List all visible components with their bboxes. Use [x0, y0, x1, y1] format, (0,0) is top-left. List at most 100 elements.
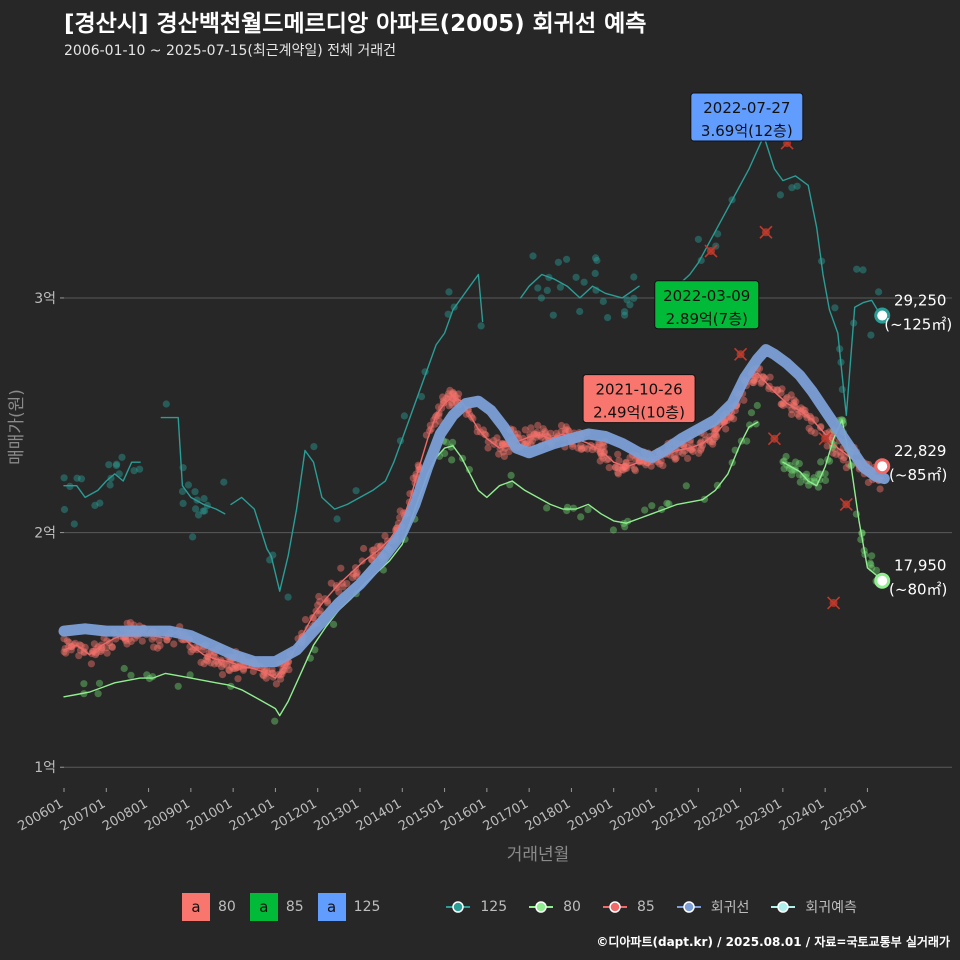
scatter-point: [780, 465, 788, 473]
scatter-point: [541, 430, 549, 438]
scatter-point: [122, 637, 130, 645]
legend-line-icon: [771, 901, 796, 913]
scatter-point: [750, 379, 758, 387]
scatter-point: [730, 415, 738, 423]
scatter-point: [315, 592, 323, 601]
scatter-point: [561, 426, 569, 434]
scatter-point: [787, 391, 795, 399]
scatter-point: [838, 385, 846, 393]
scatter-point: [604, 314, 612, 322]
scatter-point: [455, 390, 463, 398]
legend-line-icon: [446, 901, 471, 913]
scatter-point: [760, 373, 768, 381]
scatter-point: [184, 481, 192, 489]
scatter-point: [817, 423, 825, 431]
scatter-point: [514, 430, 522, 438]
scatter-point: [807, 417, 816, 425]
scatter-point: [712, 431, 720, 439]
scatter-point: [837, 452, 845, 460]
scatter-point: [598, 452, 606, 460]
series-line-125: [63, 461, 141, 499]
scatter-point: [126, 619, 135, 627]
scatter-point: [231, 664, 239, 673]
scatter-point: [174, 682, 182, 690]
scatter-point: [199, 507, 207, 515]
scatter-point: [505, 448, 513, 456]
scatter-point: [588, 446, 597, 454]
scatter-point: [446, 386, 454, 394]
scatter-point: [444, 390, 453, 398]
scatter-point: [689, 447, 697, 456]
scatter-point: [577, 442, 585, 450]
legend-line-item: 80: [527, 899, 581, 915]
scatter-point: [189, 533, 197, 541]
scatter-point: [817, 458, 825, 466]
scatter-point: [749, 378, 757, 387]
x-tick-label: 201901: [565, 796, 615, 834]
scatter-point: [832, 450, 840, 458]
scatter-point: [557, 421, 566, 430]
x-tick-label: 201201: [269, 796, 319, 834]
scatter-point: [449, 388, 457, 396]
legend-line-label: 85: [636, 899, 655, 915]
scatter-point: [343, 580, 351, 588]
x-tick-label: 201401: [354, 796, 404, 834]
x-tick-label: 200801: [100, 796, 150, 834]
scatter-point: [121, 635, 129, 643]
scatter-point: [792, 398, 800, 406]
scatter-point: [192, 505, 200, 513]
scatter-point: [592, 254, 600, 262]
scatter-point: [120, 664, 128, 673]
scatter-point: [381, 532, 389, 540]
scatter-point: [609, 526, 618, 534]
scatter-point: [746, 421, 754, 429]
series-line-125: [676, 135, 881, 416]
cancelled-x-mark: [759, 225, 773, 239]
scatter-point: [537, 294, 546, 302]
scatter-point: [272, 680, 280, 688]
scatter-point: [790, 401, 798, 410]
scatter-point: [277, 675, 285, 683]
scatter-point: [584, 506, 592, 514]
legend-label: 85: [285, 899, 304, 915]
scatter-point: [600, 442, 608, 451]
legend-label: 125: [353, 899, 381, 915]
max-price-value: 2.89억(7층): [666, 310, 748, 328]
x-tick-label: 201601: [438, 796, 488, 834]
scatter-point: [596, 457, 604, 465]
scatter-point: [621, 523, 629, 531]
scatter-point: [568, 442, 577, 451]
scatter-point: [778, 400, 786, 408]
scatter-point: [801, 406, 809, 414]
scatter-point: [622, 458, 630, 466]
legend-line-item: 125: [444, 899, 507, 915]
scatter-point: [766, 373, 774, 381]
mark-layer: [704, 136, 853, 610]
scatter-point: [671, 455, 679, 463]
x-tick-label: 202201: [692, 796, 742, 834]
scatter-point: [205, 649, 213, 657]
scatter-point: [796, 478, 804, 486]
scatter-point: [442, 438, 450, 446]
scatter-point: [577, 513, 585, 521]
scatter-point: [528, 437, 537, 445]
scatter-point: [753, 401, 761, 410]
forecast-point: [874, 458, 891, 475]
scatter-point: [148, 635, 156, 643]
scatter-point: [626, 454, 634, 462]
scatter-point: [722, 425, 730, 433]
scatter-point: [612, 463, 620, 471]
scatter-point: [60, 505, 69, 514]
scatter-point: [130, 467, 138, 475]
x-tick-label: 200601: [16, 796, 66, 834]
scatter-point: [441, 449, 449, 457]
scatter-point: [108, 643, 116, 651]
scatter-point: [484, 444, 492, 452]
scatter-point: [105, 461, 113, 469]
cancelled-x-mark: [839, 497, 853, 511]
scatter-point: [802, 473, 810, 481]
series-line-80: [782, 419, 885, 581]
scatter-point: [61, 645, 69, 653]
scatter-point: [220, 478, 228, 486]
scatter-point: [618, 465, 626, 474]
